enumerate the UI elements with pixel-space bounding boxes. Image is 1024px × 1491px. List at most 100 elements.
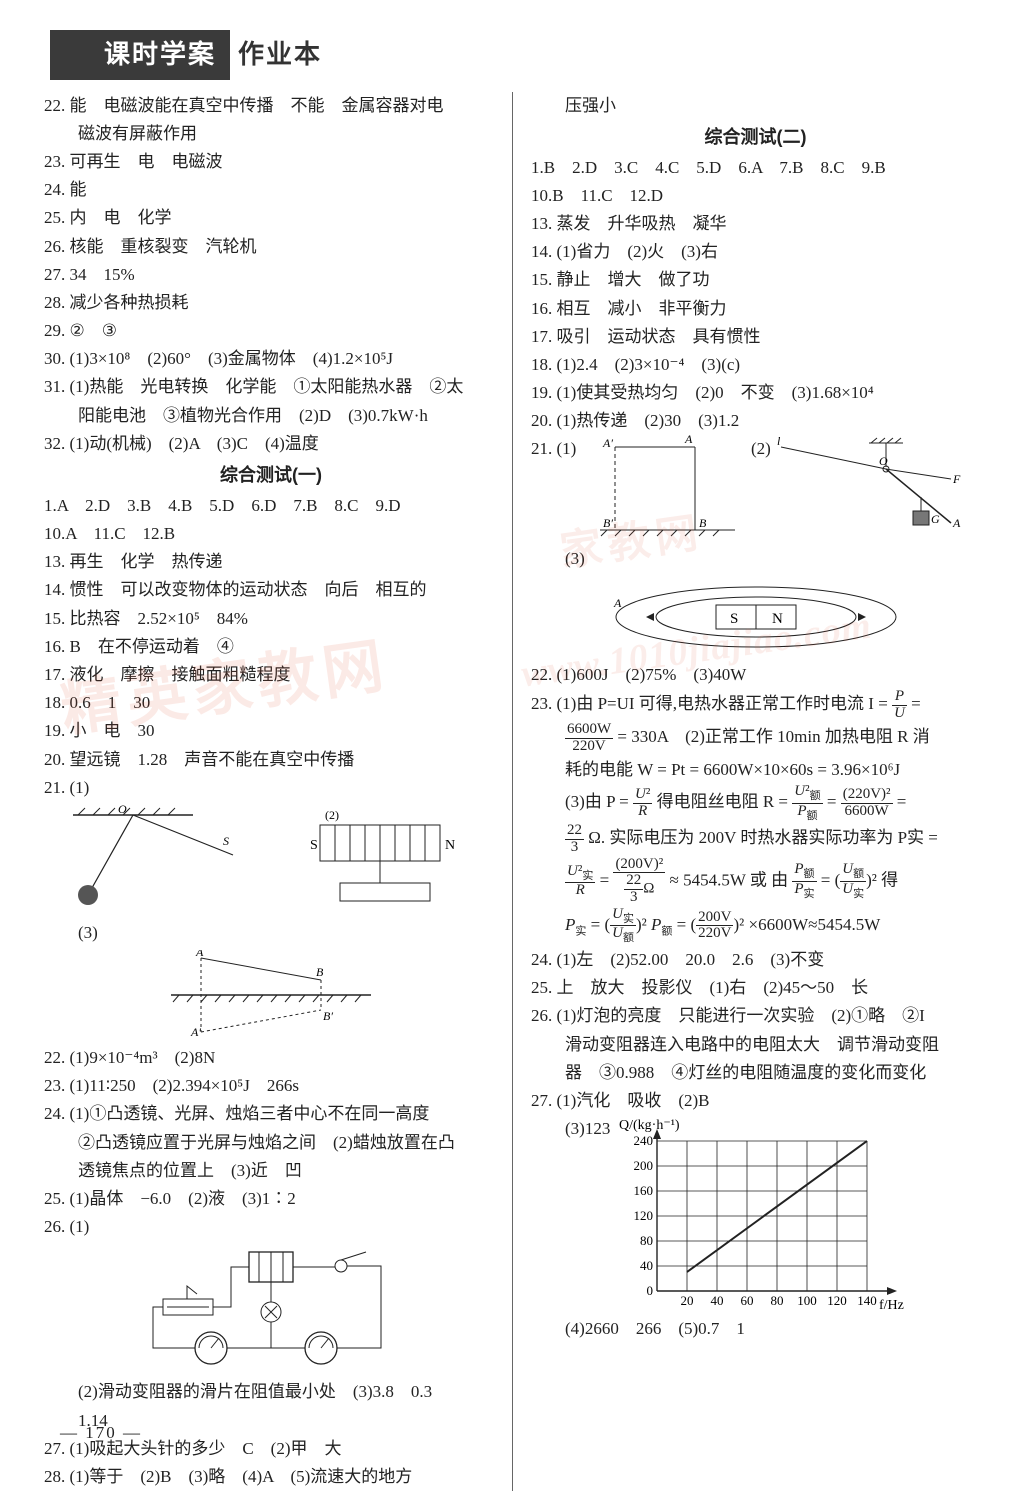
answer-line: 器 ③0.988 ④灯丝的电阻随温度的变化而变化 [531,1059,980,1086]
answer-line: 25. 上 放大 投影仪 (1)右 (2)45～50 长 [531,974,980,1001]
answer-line: 15. 比热容 2.52×10⁵ 84% [44,605,498,632]
chart-line-q-vs-f: Q/(kg·h⁻¹) [609,1115,909,1315]
answer-line: 28. (1)等于 (2)B (3)略 (4)A (5)流速大的地方 [44,1463,498,1490]
svg-text:A: A [684,435,693,446]
answer-line: ②凸透镜应置于光屏与烛焰之间 (2)蜡烛放置在凸 [44,1129,498,1156]
answer-line: 23. 可再生 电 电磁波 [44,148,498,175]
answer-line: 压强小 [531,92,980,119]
figure-21-3: A B A′ B′ [44,950,498,1040]
diagram-circuit-icon [141,1244,401,1374]
answer-line: 滑动变阻器连入电路中的电阻太大 调节滑动变阻 [531,1031,980,1058]
svg-text:O: O [118,805,127,816]
svg-text:B′: B′ [603,516,613,530]
svg-text:S: S [223,834,229,848]
svg-text:120: 120 [634,1208,654,1223]
answer-line: 24. 能 [44,176,498,203]
header-light-title: 作业本 [230,30,330,80]
answer-line: 24. (1)①凸透镜、光屏、烛焰三者中心不在同一高度 [44,1100,498,1127]
answer-line: 27. (1)汽化 吸收 (2)B [531,1087,980,1114]
answer-line: 31. (1)热能 光电转换 化学能 ①太阳能热水器 ②太 [44,373,498,400]
answer-line: 13. 蒸发 升华吸热 凝华 [531,210,980,237]
answer-line: 22. 能 电磁波能在真空中传播 不能 金属容器对电 [44,92,498,119]
svg-text:60: 60 [741,1293,754,1308]
svg-text:20: 20 [681,1293,694,1308]
svg-text:S: S [730,611,738,627]
answer-line: (3)123 [531,1115,601,1142]
answer-line: 阳能电池 ③植物光合作用 (2)D (3)0.7kW·h [44,402,498,429]
answer-line: 27. 34 15% [44,261,498,288]
answer-line: 1.A 2.D 3.B 4.B 5.D 6.D 7.B 8.C 9.D [44,492,498,519]
answer-line: P实 = (U实U额)² P额 = (200V220V)² ×6600W≈545… [531,907,980,945]
answer-line: (3) [44,919,498,946]
svg-text:B: B [316,965,324,979]
svg-text:A: A [952,516,961,530]
answer-line: 20. (1)热传递 (2)30 (3)1.2 [531,407,980,434]
svg-text:N: N [772,611,783,627]
svg-text:160: 160 [634,1183,654,1198]
svg-text:40: 40 [640,1258,653,1273]
svg-text:l: l [777,435,781,448]
svg-text:A: A [195,950,204,959]
page-header: 课时学案 作业本 [50,30,980,80]
answer-line: (3)由 P = U²R 得电阻丝电阻 R = U²额P额 = (220V)²6… [531,784,980,822]
answer-line: 24. (1)左 (2)52.00 20.0 2.6 (3)不变 [531,946,980,973]
svg-text:200: 200 [634,1158,654,1173]
diagram-mirror-21-1-icon: A′ A B′ B [585,435,745,545]
answer-line: 6600W220V = 330A (2)正常工作 10min 加热电阻 R 消 [531,722,980,755]
answer-line: 19. 小 电 30 [44,717,498,744]
diagram-solenoid-icon: S N (2) [280,805,480,915]
answer-line: (2)滑动变阻器的滑片在阻值最小处 (3)3.8 0.3 [44,1378,498,1405]
svg-text:80: 80 [640,1233,653,1248]
answer-line: 26. 核能 重核裂变 汽轮机 [44,233,498,260]
answer-line: 22. (1)9×10⁻⁴m³ (2)8N [44,1044,498,1071]
answer-line: 10.B 11.C 12.D [531,182,980,209]
svg-text:120: 120 [827,1293,847,1308]
diagram-reflection-icon: A B A′ B′ [161,950,381,1040]
two-column-layout: 22. 能 电磁波能在真空中传播 不能 金属容器对电 磁波有屏蔽作用 23. 可… [44,92,980,1491]
svg-text:O: O [879,454,888,468]
answer-line: 19. (1)使其受热均匀 (2)0 不变 (3)1.68×10⁴ [531,379,980,406]
answer-line: 25. 内 电 化学 [44,204,498,231]
section-title: 综合测试(二) [531,123,980,152]
answer-line: (4)2660 266 (5)0.7 1 [531,1315,980,1342]
section-title: 综合测试(一) [44,461,498,490]
answer-line: 30. (1)3×10⁸ (2)60° (3)金属物体 (4)1.2×10⁵J [44,345,498,372]
svg-text:0: 0 [647,1283,654,1298]
svg-text:S: S [310,838,318,853]
page-number: — 170 — [60,1419,142,1446]
answer-line: 1.B 2.D 3.C 4.C 5.D 6.A 7.B 8.C 9.B [531,154,980,181]
answer-line: (3) [531,545,980,572]
svg-text:A′: A′ [190,1025,201,1039]
answer-line: 223 Ω. 实际电压为 200V 时热水器实际功率为 P实 = [531,823,980,856]
figure-26-circuit [44,1244,498,1374]
answer-line: 14. (1)省力 (2)火 (3)右 [531,238,980,265]
chart-xlabel: f/Hz [879,1298,904,1313]
svg-text:140: 140 [857,1293,877,1308]
answer-line: 26. (1) [44,1213,498,1240]
answer-line: 耗的电能 W = Pt = 6600W×10×60s = 3.96×10⁶J [531,756,980,783]
figure-21-3-right: S N A [531,577,980,657]
chart-ylabel: Q/(kg·h⁻¹) [619,1118,680,1133]
answer-line: 22. (1)600J (2)75% (3)40W [531,661,980,688]
answer-line: 23. (1)由 P=UI 可得,电热水器正常工作时电流 I = PU = [531,689,980,722]
diagram-lever-21-2-icon: F l O A G [771,435,961,545]
answer-line: 15. 静止 增大 做了功 [531,266,980,293]
svg-text:B: B [699,516,707,530]
left-column: 22. 能 电磁波能在真空中传播 不能 金属容器对电 磁波有屏蔽作用 23. 可… [44,92,512,1491]
answer-line: U²实R = (200V)²223Ω ≈ 5454.5W 或 由 P额P实 = … [531,857,980,906]
answer-line: 10.A 11.C 12.B [44,520,498,547]
answer-line: (2) [751,435,771,462]
answer-line: 17. 液化 摩擦 接触面粗糙程度 [44,661,498,688]
answer-line: 23. (1)11∶250 (2)2.394×10⁵J 266s [44,1072,498,1099]
figure-21-1-2: O S S N (2) [44,805,498,915]
svg-text:A: A [613,596,622,610]
header-dark-title: 课时学案 [50,30,230,80]
answer-line: 14. 惯性 可以改变物体的运动状态 向后 相互的 [44,576,498,603]
answer-line: 16. B 在不停运动着 ④ [44,633,498,660]
answer-line: 磁波有屏蔽作用 [44,120,498,147]
answer-line: 21. (1) [44,774,498,801]
svg-text:(2): (2) [325,808,339,822]
svg-text:G: G [931,512,940,526]
answer-line: 13. 再生 化学 热传递 [44,548,498,575]
answer-line: 26. (1)灯泡的亮度 只能进行一次实验 (2)①略 ②I [531,1002,980,1029]
